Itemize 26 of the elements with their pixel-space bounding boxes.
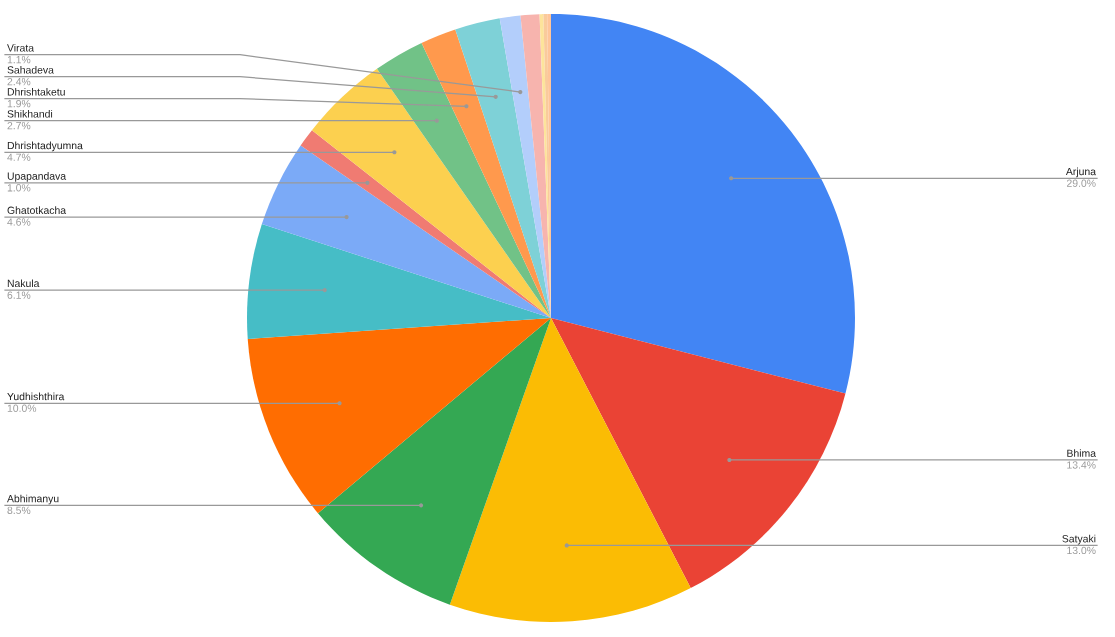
slice-label: Dhrishtaketu	[7, 87, 65, 96]
slice-label: Yudhishthira	[7, 392, 65, 401]
data-label: 4.7%	[7, 153, 31, 161]
slice-label: Bhima	[1067, 449, 1096, 457]
data-label: 10.0%	[7, 404, 37, 412]
slice-label: Virata	[7, 43, 35, 52]
data-label: 1.0%	[7, 184, 31, 192]
slice-label: Abhimanyu	[7, 494, 59, 505]
data-label: 29.0%	[1066, 179, 1096, 187]
slice-label: Nakula	[7, 279, 40, 288]
data-label: 2.7%	[7, 121, 31, 130]
slice-label: Ghatotkacha	[7, 206, 67, 214]
slice-label: Upapandava	[7, 172, 67, 182]
slice-label: Shikhandi	[7, 109, 53, 118]
slice-label: Dhrishtadyumna	[7, 141, 83, 152]
data-label: 1.9%	[7, 99, 31, 108]
data-label: 1.1%	[7, 55, 31, 64]
slice-label: Sahadeva	[7, 65, 54, 74]
data-label: 2.4%	[7, 77, 31, 86]
data-label: 6.1%	[7, 291, 31, 299]
data-label: 13.4%	[1067, 461, 1096, 469]
data-label: 8.5%	[7, 506, 31, 515]
slice-label: Satyaki	[1062, 534, 1096, 545]
data-label: 4.6%	[7, 218, 31, 226]
slice-label: Arjuna	[1065, 167, 1096, 178]
data-label: 13.0%	[1067, 546, 1096, 555]
